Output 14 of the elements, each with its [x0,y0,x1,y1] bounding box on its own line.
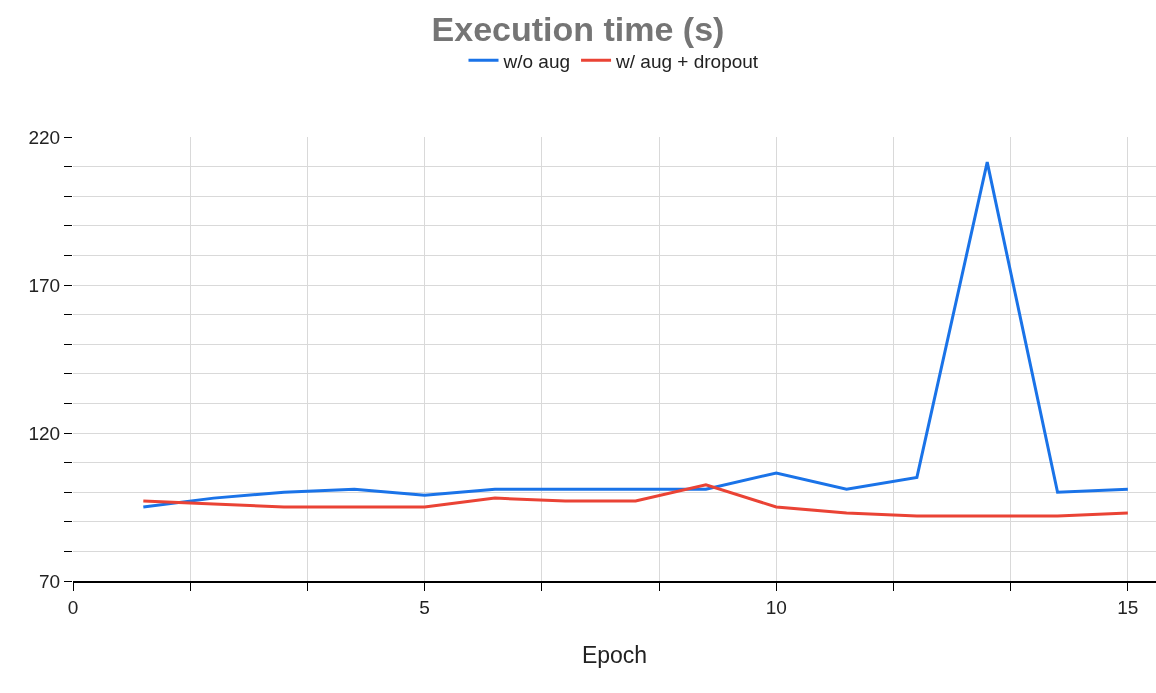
y-tick-label: 120 [28,422,61,444]
y-tick-label: 170 [28,274,61,296]
legend-label: w/ aug + dropout [615,50,759,72]
chart-title: Execution time (s) [431,10,725,49]
line-series [141,483,1130,518]
y-tick-label: 70 [39,570,61,592]
x-axis-title: Epoch [581,641,648,668]
line-series [141,160,1130,509]
legend-label: w/o aug [502,50,571,72]
x-tick-label: 15 [1117,596,1139,618]
x-tick-label: 0 [67,596,79,618]
y-tick-label: 220 [28,126,61,148]
x-tick-label: 10 [765,596,787,618]
x-tick-label: 5 [419,596,430,618]
